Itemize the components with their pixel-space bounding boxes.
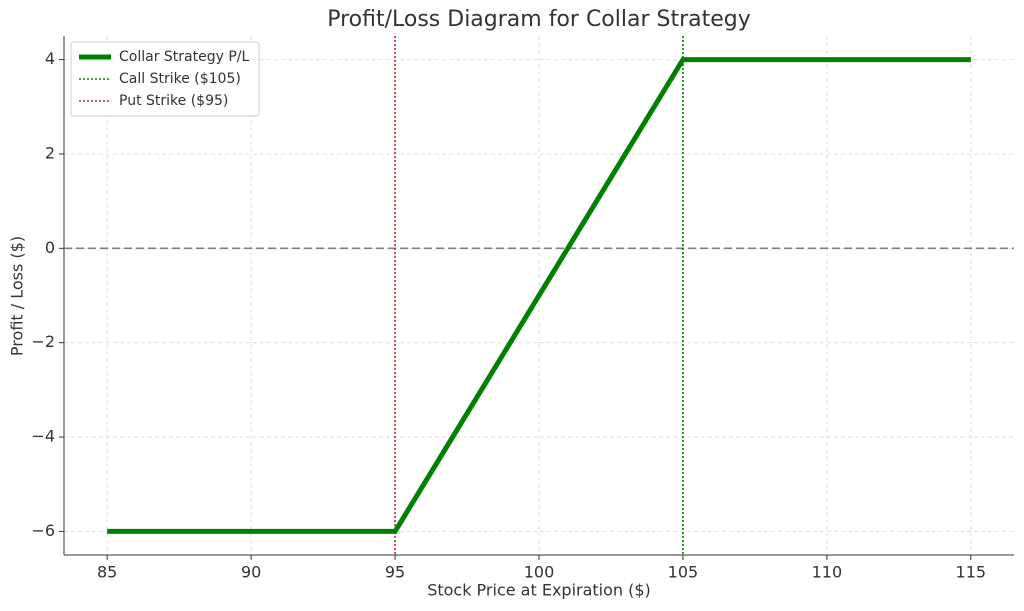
y-tick-label: 2 xyxy=(45,143,55,162)
y-axis-label: Profit / Loss ($) xyxy=(8,236,27,356)
pl-line xyxy=(107,57,971,534)
x-tick-label: 85 xyxy=(97,563,117,582)
y-tick-label: −4 xyxy=(31,427,55,446)
chart-title: Profit/Loss Diagram for Collar Strategy xyxy=(327,7,751,32)
x-tick-label: 100 xyxy=(524,563,555,582)
x-tick-label: 95 xyxy=(385,563,405,582)
y-tick-label: −6 xyxy=(31,521,55,540)
legend-label: Collar Strategy P/L xyxy=(119,49,250,65)
x-tick-label: 115 xyxy=(956,563,987,582)
x-tick-label: 110 xyxy=(812,563,843,582)
y-tick-label: −2 xyxy=(31,332,55,351)
x-tick-label: 105 xyxy=(668,563,699,582)
x-tick-label: 90 xyxy=(241,563,261,582)
y-tick-label: 4 xyxy=(45,49,55,68)
legend-label: Call Strike ($105) xyxy=(119,71,241,87)
legend-label: Put Strike ($95) xyxy=(119,93,228,109)
legend-box xyxy=(70,41,260,117)
y-tick-label: 0 xyxy=(45,238,55,257)
x-axis-label: Stock Price at Expiration ($) xyxy=(427,581,651,600)
